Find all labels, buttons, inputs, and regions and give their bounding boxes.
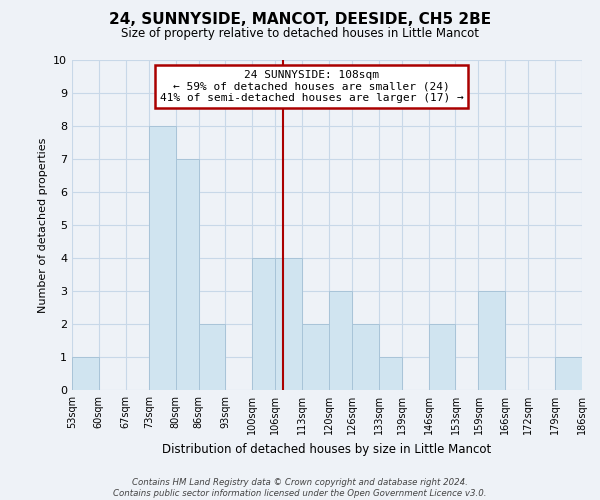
Bar xyxy=(275,258,302,390)
Bar xyxy=(72,357,99,390)
Bar xyxy=(428,324,455,390)
Y-axis label: Number of detached properties: Number of detached properties xyxy=(38,138,47,312)
Bar xyxy=(352,324,379,390)
Bar xyxy=(329,291,352,390)
Bar xyxy=(199,324,226,390)
Bar xyxy=(478,291,505,390)
Bar xyxy=(379,357,402,390)
Text: Size of property relative to detached houses in Little Mancot: Size of property relative to detached ho… xyxy=(121,28,479,40)
Text: Contains HM Land Registry data © Crown copyright and database right 2024.
Contai: Contains HM Land Registry data © Crown c… xyxy=(113,478,487,498)
Bar xyxy=(252,258,275,390)
Bar xyxy=(149,126,176,390)
Text: 24 SUNNYSIDE: 108sqm
← 59% of detached houses are smaller (24)
41% of semi-detac: 24 SUNNYSIDE: 108sqm ← 59% of detached h… xyxy=(160,70,464,103)
Text: 24, SUNNYSIDE, MANCOT, DEESIDE, CH5 2BE: 24, SUNNYSIDE, MANCOT, DEESIDE, CH5 2BE xyxy=(109,12,491,28)
Bar xyxy=(302,324,329,390)
Bar xyxy=(176,159,199,390)
Bar xyxy=(555,357,582,390)
X-axis label: Distribution of detached houses by size in Little Mancot: Distribution of detached houses by size … xyxy=(163,442,491,456)
